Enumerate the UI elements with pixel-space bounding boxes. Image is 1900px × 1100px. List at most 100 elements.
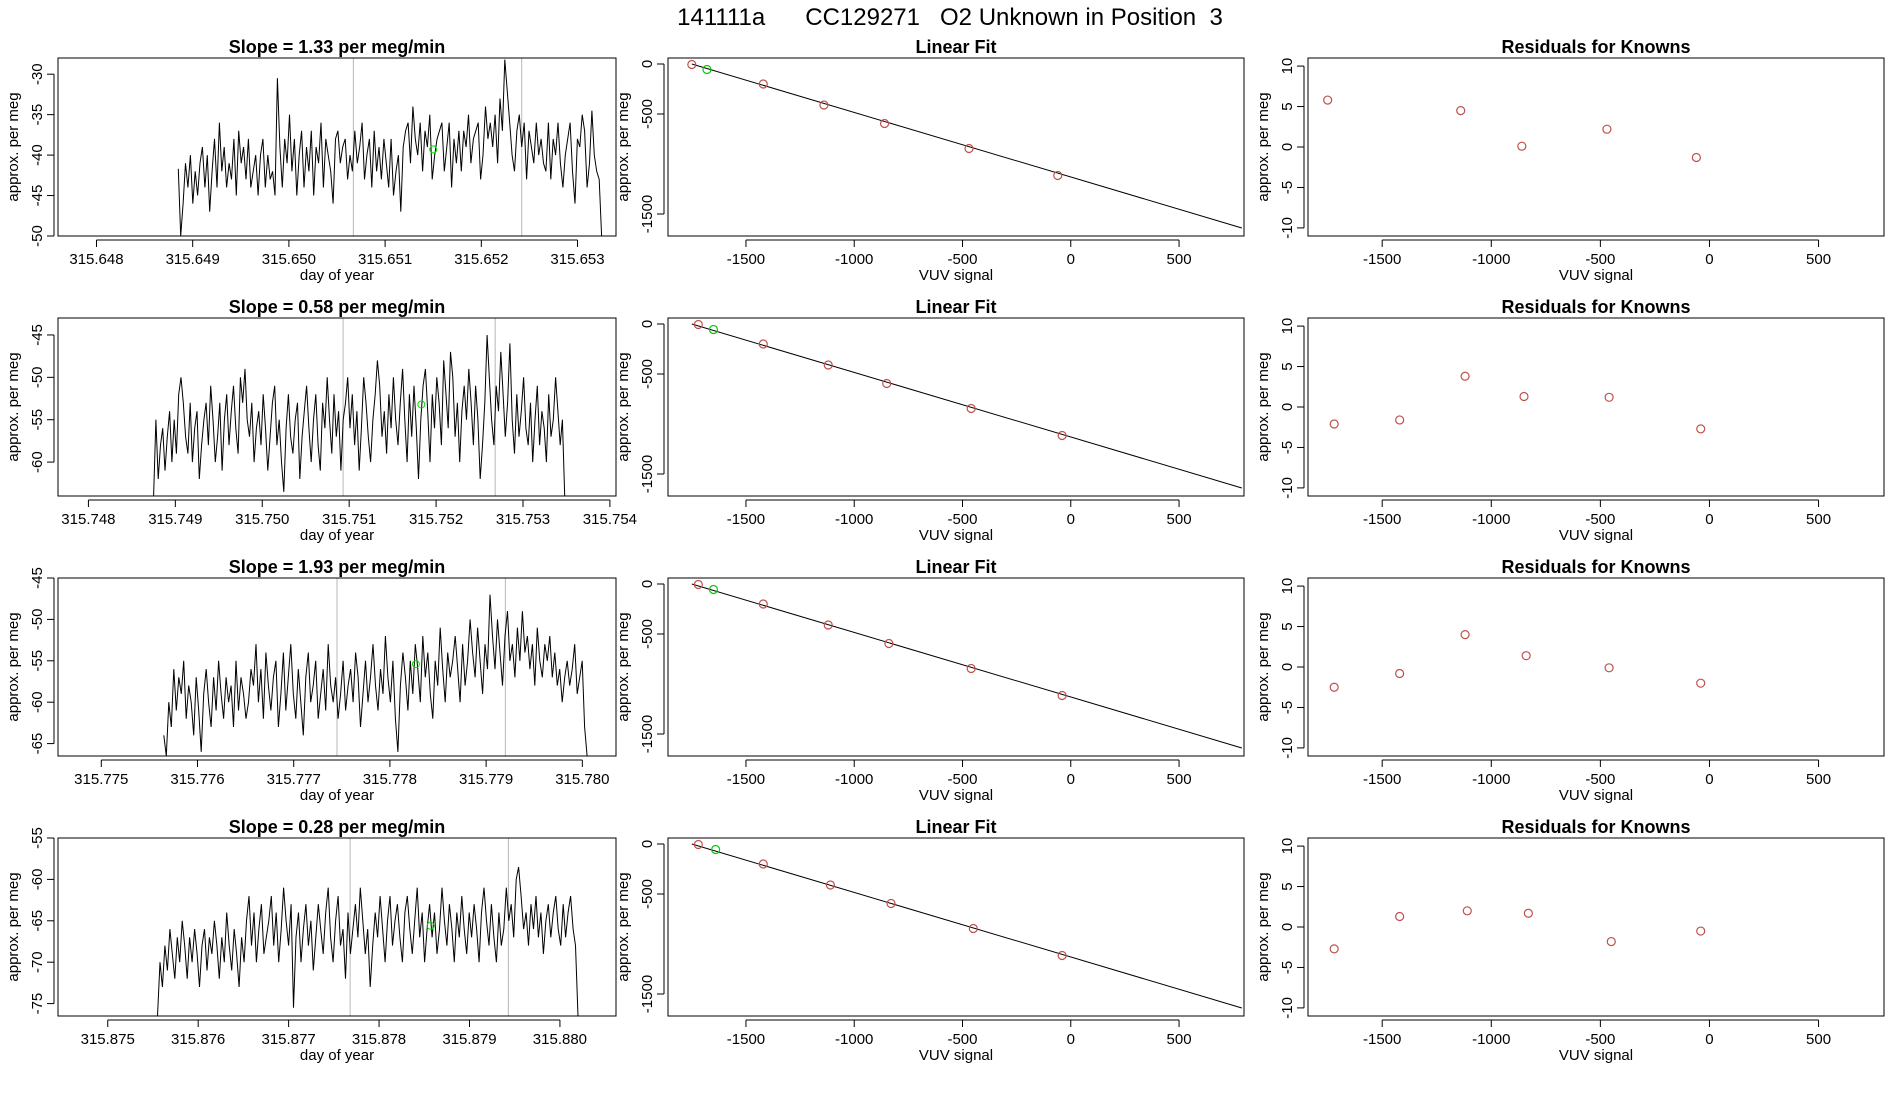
x-tick-label: 0 [1705, 771, 1713, 788]
data-point [1462, 906, 1472, 916]
y-tick-label: -50 [29, 609, 46, 631]
y-tick-label: -30 [29, 63, 46, 85]
y-axis-label: approx. per meg [1255, 92, 1272, 201]
y-tick-label: -500 [639, 879, 656, 909]
data-point [884, 638, 894, 649]
unknown-point [702, 64, 712, 75]
x-tick-label: 315.776 [170, 771, 224, 788]
chart-title: Residuals for Knowns [1501, 297, 1690, 317]
x-tick-label: -500 [1585, 1031, 1615, 1048]
plot-area [1329, 630, 1706, 692]
y-tick-label: -1500 [639, 715, 656, 753]
y-tick-label: -65 [29, 910, 46, 932]
y-tick-label: -500 [639, 359, 656, 389]
x-tick-label: 500 [1806, 771, 1831, 788]
x-axis-label: VUV signal [1559, 1047, 1633, 1064]
residuals-panel-1: Residuals for Knowns -1500 -1000 -500 0 500 VU… [1255, 37, 1885, 284]
x-tick-label: 500 [1806, 511, 1831, 528]
x-tick-label: -1500 [727, 771, 765, 788]
chart-title: Linear Fit [915, 37, 996, 57]
plot-area [1323, 95, 1701, 163]
x-tick-label: 315.879 [442, 1031, 496, 1048]
x-tick-label: -1000 [1472, 1031, 1510, 1048]
data-point [1696, 678, 1706, 688]
x-tick-label: 315.777 [267, 771, 321, 788]
y-tick-label: -55 [29, 650, 46, 672]
y-tick-label: -60 [29, 869, 46, 891]
data-series-line [153, 334, 566, 496]
x-axis-label: VUV signal [919, 267, 993, 284]
data-point [1329, 944, 1339, 954]
x-tick-label: 315.877 [261, 1031, 315, 1048]
y-tick-label: -50 [29, 366, 46, 388]
x-tick-label: -500 [1585, 771, 1615, 788]
data-point [1523, 908, 1533, 918]
data-point [1604, 392, 1614, 402]
y-tick-label: 0 [639, 580, 656, 588]
x-tick-label: -1500 [727, 1031, 765, 1048]
linear-fit-panel-2: Linear Fit -1500 -1000 -500 0 500 VUV signal 0 -… [615, 297, 1245, 544]
plot-area [1329, 906, 1706, 954]
y-axis-label: approx. per meg [615, 872, 632, 981]
data-point [1696, 926, 1706, 936]
x-tick-label: 0 [1067, 771, 1075, 788]
x-tick-label: 500 [1167, 511, 1192, 528]
data-point [1057, 950, 1067, 961]
data-point [879, 118, 890, 129]
x-tick-label: -500 [947, 251, 977, 268]
y-tick-label: 0 [1279, 923, 1296, 931]
plot-frame [57, 577, 617, 757]
plot-frame [1307, 317, 1885, 497]
chart-title: Linear Fit [915, 557, 996, 577]
plot-frame [667, 837, 1245, 1017]
x-tick-label: -1500 [1363, 251, 1401, 268]
x-tick-label: 0 [1067, 251, 1075, 268]
data-point [1517, 141, 1527, 151]
plot-frame [1307, 57, 1885, 237]
x-tick-label: -500 [947, 511, 977, 528]
data-point [1323, 95, 1333, 105]
fit-line [691, 843, 1242, 1009]
plot-frame [667, 577, 1245, 757]
data-point [1604, 663, 1614, 673]
data-point [1395, 911, 1405, 922]
x-tick-label: -500 [947, 771, 977, 788]
x-tick-label: -1500 [727, 511, 765, 528]
y-tick-label: 10 [1279, 838, 1296, 855]
y-tick-label: 10 [1279, 58, 1296, 75]
data-point [758, 79, 768, 89]
x-tick-label: 0 [1067, 511, 1075, 528]
plot-frame [57, 317, 617, 497]
y-axis-label: approx. per meg [1255, 612, 1272, 721]
chart-title: Slope = 1.93 per meg/min [229, 557, 446, 577]
page-title: 141111a CC129271 O2 Unknown in Position … [677, 4, 1223, 31]
x-tick-label: 315.651 [358, 251, 412, 268]
plot-area [177, 59, 603, 236]
x-tick-label: -1500 [727, 251, 765, 268]
x-tick-label: -1500 [1363, 1031, 1401, 1048]
x-tick-label: -1000 [835, 511, 873, 528]
x-tick-label: -1500 [1363, 771, 1401, 788]
data-point [758, 599, 768, 609]
time-series-panel-2: Slope = 0.58 per meg/min 315.748 315.749 31… [5, 297, 637, 544]
data-point [1691, 152, 1701, 163]
y-tick-label: 0 [1279, 403, 1296, 411]
y-axis-label: approx. per meg [5, 92, 22, 201]
y-tick-label: -75 [29, 993, 46, 1015]
unknown-marker [429, 145, 438, 154]
data-series-line [177, 59, 603, 236]
chart-title: Residuals for Knowns [1501, 557, 1690, 577]
chart-title: Slope = 0.28 per meg/min [229, 817, 446, 837]
x-tick-label: -1000 [1472, 771, 1510, 788]
x-axis-label: VUV signal [919, 527, 993, 544]
y-tick-label: -5 [1279, 961, 1296, 974]
data-point [1395, 415, 1405, 425]
plot-area [153, 334, 566, 496]
data-series-line [163, 594, 588, 756]
x-tick-label: 315.753 [496, 511, 550, 528]
residuals-panel-4: Residuals for Knowns -1500 -1000 -500 0 500 VU… [1255, 817, 1885, 1064]
x-tick-label: 315.649 [166, 251, 220, 268]
data-point [758, 339, 768, 349]
y-axis-label: approx. per meg [615, 92, 632, 201]
y-tick-label: -10 [1279, 737, 1296, 759]
